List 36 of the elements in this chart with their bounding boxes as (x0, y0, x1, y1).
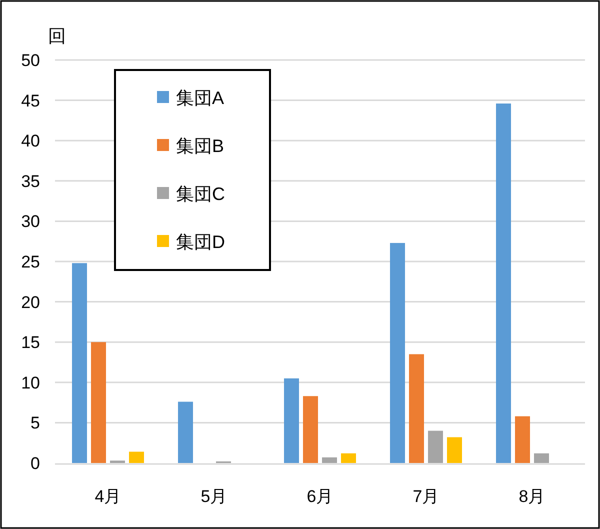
bar (303, 396, 318, 463)
x-tick-label: 7月 (412, 487, 440, 506)
x-tick-label: 4月 (94, 487, 122, 506)
y-tick-label: 15 (21, 333, 40, 352)
y-tick-label: 20 (21, 292, 40, 312)
y-tick-label: 50 (21, 51, 40, 70)
x-tick-label: 6月 (306, 487, 334, 506)
legend-label: 集団C (176, 184, 225, 204)
bar (284, 378, 299, 463)
bar (496, 104, 511, 463)
legend-label: 集団A (176, 88, 224, 108)
x-tick-label: 8月 (518, 487, 546, 506)
x-tick-label: 5月 (200, 487, 228, 506)
y-tick-label: 35 (21, 172, 40, 191)
y-tick-label: 40 (21, 132, 40, 151)
bar (428, 430, 443, 463)
bar (390, 242, 405, 463)
bar (341, 453, 356, 463)
y-axis-title: 回 (48, 26, 66, 46)
bar (72, 263, 87, 463)
bar (91, 342, 106, 463)
bar (322, 457, 337, 463)
bar (515, 416, 530, 463)
bar (447, 437, 462, 463)
legend-label: 集団D (176, 232, 225, 252)
y-tick-label: 0 (30, 454, 40, 473)
bar (129, 452, 144, 463)
y-tick-label: 10 (21, 373, 40, 392)
bar (178, 402, 193, 463)
y-tick-label: 25 (21, 252, 40, 272)
bar (534, 453, 549, 463)
y-tick-label: 5 (30, 414, 40, 433)
legend-label: 集団B (176, 136, 224, 156)
y-tick-label: 45 (21, 91, 40, 110)
bar (409, 354, 424, 463)
y-tick-label: 30 (21, 212, 40, 232)
